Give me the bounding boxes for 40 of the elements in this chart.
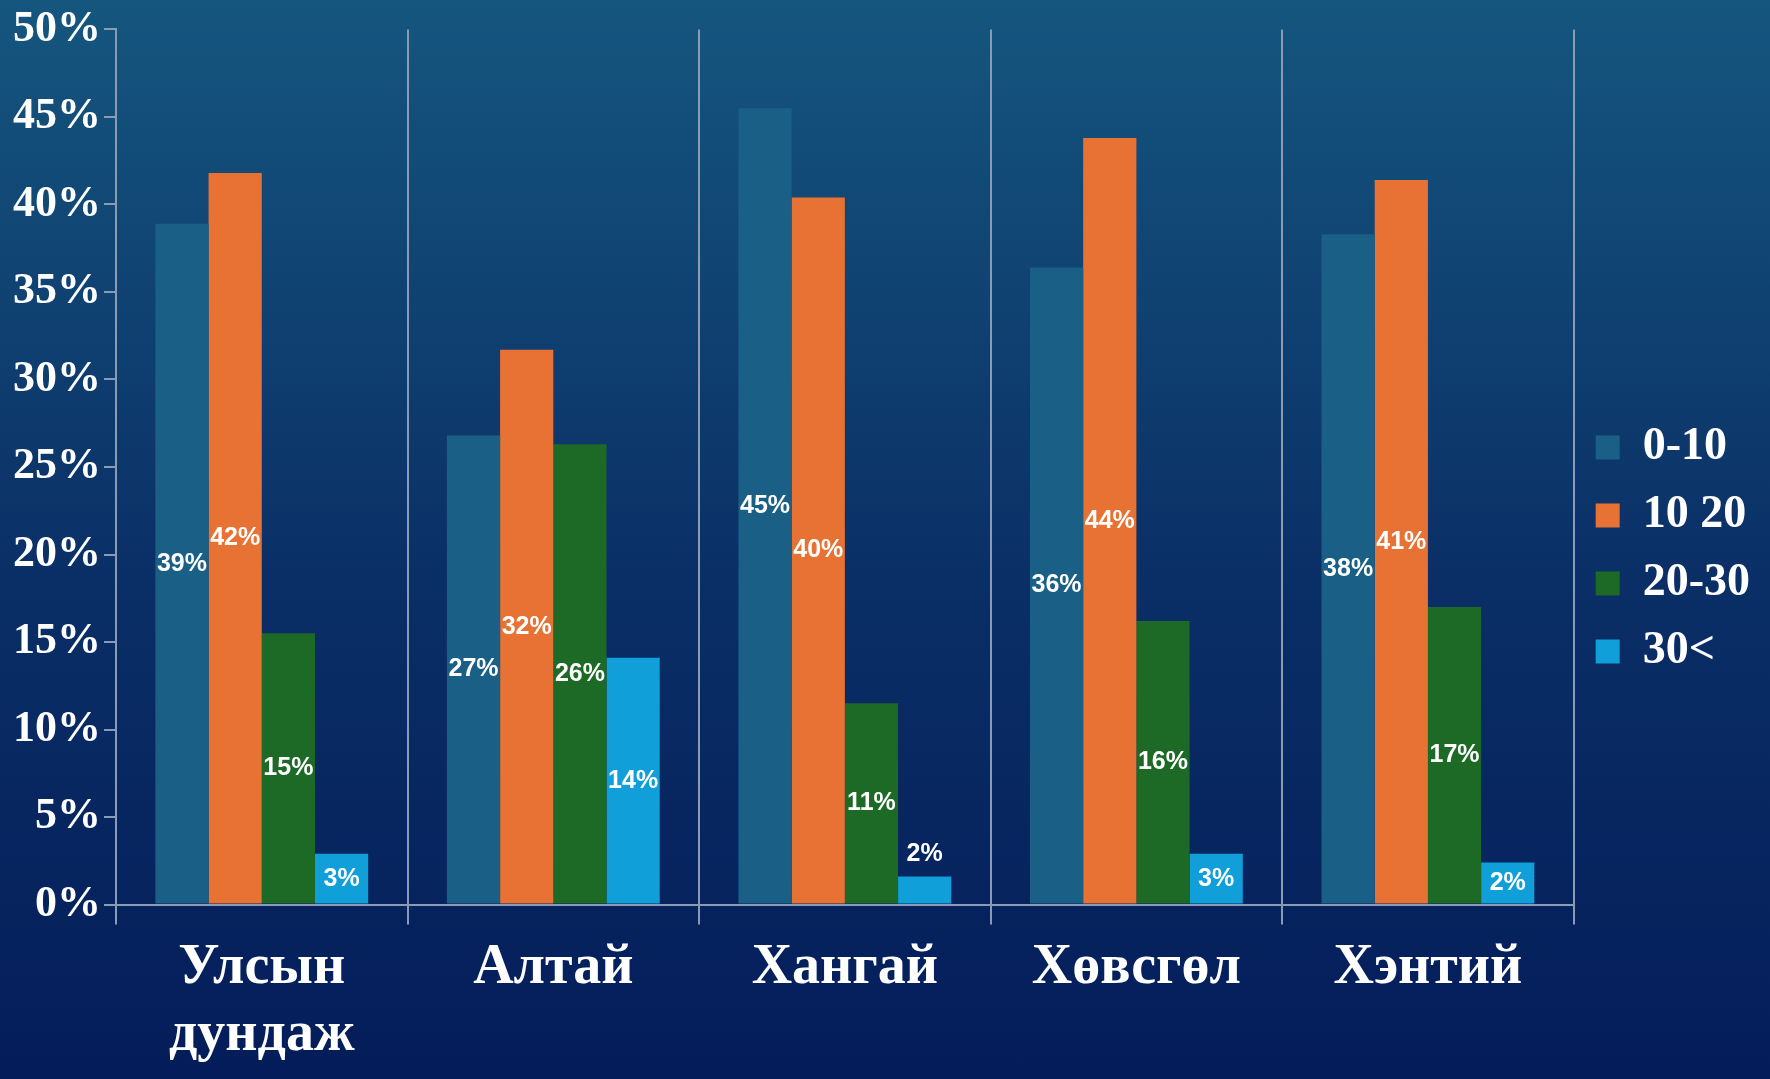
data-label: 26% xyxy=(554,657,605,686)
data-label: 3% xyxy=(1198,862,1235,891)
y-tick-label: 15% xyxy=(13,614,101,664)
y-tick-label: 25% xyxy=(13,439,101,489)
y-tick-label: 5% xyxy=(35,789,101,839)
y-tick-label: 0% xyxy=(35,876,101,926)
data-label: 2% xyxy=(1489,866,1526,895)
y-tick-label: 35% xyxy=(13,264,101,314)
y-tick-label: 10% xyxy=(13,701,101,751)
data-label: 14% xyxy=(608,764,659,793)
data-label: 36% xyxy=(1031,569,1082,598)
x-tick-label: Хангай xyxy=(751,932,939,995)
x-tick-label: Улсын дундаж xyxy=(169,932,355,1062)
data-label: 17% xyxy=(1429,739,1480,768)
data-label: 32% xyxy=(501,610,552,639)
data-label: 3% xyxy=(323,862,360,891)
data-label: 2% xyxy=(906,837,943,866)
data-label: 45% xyxy=(740,489,791,518)
y-tick-label: 20% xyxy=(13,526,101,576)
x-tick-label: Хэнтий xyxy=(1333,932,1523,995)
legend-label: 10 20 xyxy=(1642,486,1747,538)
data-label: 27% xyxy=(448,653,499,682)
y-tick-label: 40% xyxy=(13,176,101,226)
data-label: 15% xyxy=(263,752,314,781)
x-tick-label: Хөвсгөл xyxy=(1031,932,1241,995)
x-tick-label: Алтай xyxy=(473,932,634,995)
y-tick-label: 30% xyxy=(13,351,101,401)
data-label: 40% xyxy=(793,534,844,563)
y-tick-label: 45% xyxy=(13,89,101,139)
data-label: 38% xyxy=(1323,552,1374,581)
data-label: 41% xyxy=(1376,525,1427,554)
data-label: 11% xyxy=(847,787,896,816)
y-tick-label: 50% xyxy=(13,1,101,51)
data-label: 16% xyxy=(1137,746,1188,775)
data-label: 42% xyxy=(210,522,261,551)
legend-label: 20-30 xyxy=(1642,554,1751,606)
legend-label: 0-10 xyxy=(1642,418,1728,470)
data-label: 44% xyxy=(1084,504,1135,533)
legend-label: 30< xyxy=(1642,622,1715,674)
data-label: 39% xyxy=(156,547,207,576)
